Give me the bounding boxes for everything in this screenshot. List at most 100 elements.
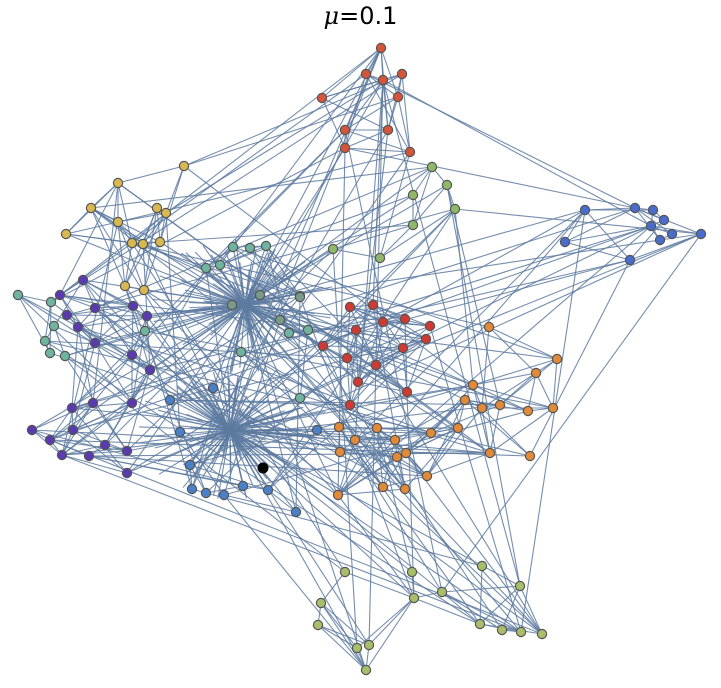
edge [249, 247, 503, 631]
edge [564, 209, 586, 243]
edge [183, 429, 231, 466]
edge [71, 326, 79, 409]
node [408, 592, 420, 604]
edge [156, 207, 161, 243]
node [164, 394, 176, 406]
node [579, 204, 591, 216]
edge [144, 330, 554, 409]
node [407, 219, 419, 231]
edge [90, 207, 126, 287]
edge [189, 384, 474, 466]
node-layer [12, 42, 707, 676]
node [436, 586, 448, 598]
node [54, 289, 66, 301]
edge [244, 47, 382, 306]
edge [488, 326, 558, 360]
edge [564, 241, 631, 261]
node [515, 626, 527, 638]
node [127, 300, 139, 312]
edge [61, 454, 522, 633]
edge [259, 294, 359, 383]
edge [552, 358, 558, 409]
node [424, 320, 436, 332]
edge [344, 129, 411, 153]
edge [225, 253, 246, 306]
edge [244, 252, 300, 306]
edge [322, 208, 456, 347]
mu-value: =0.1 [339, 2, 398, 30]
edge [232, 246, 558, 360]
edge [382, 79, 652, 227]
edge [338, 338, 427, 428]
edge [479, 623, 543, 635]
node [186, 483, 198, 495]
node [317, 340, 329, 352]
edge [365, 73, 411, 153]
edge [454, 208, 702, 235]
edge [183, 96, 399, 167]
node [399, 313, 411, 325]
edge [44, 301, 52, 342]
edge [365, 73, 399, 98]
node [244, 242, 256, 254]
edge [382, 321, 427, 340]
edge [142, 243, 148, 317]
node [421, 470, 433, 482]
edge [66, 208, 456, 316]
edge [205, 485, 244, 494]
edge [344, 147, 636, 209]
edge [412, 166, 433, 196]
edge [401, 73, 411, 153]
edge [564, 225, 652, 243]
node [377, 316, 389, 328]
node [350, 324, 362, 336]
edge [66, 305, 134, 316]
edge [299, 397, 341, 453]
edge [520, 209, 586, 633]
edge [527, 372, 537, 412]
edge [71, 225, 652, 409]
edge [535, 372, 554, 409]
node [374, 252, 386, 264]
node [334, 446, 346, 458]
edge [224, 429, 231, 458]
node [48, 320, 60, 332]
edge [232, 282, 246, 306]
node [352, 376, 364, 388]
edge [634, 207, 673, 235]
node [67, 424, 79, 436]
node [333, 421, 345, 433]
node [483, 321, 495, 333]
edge [244, 166, 433, 306]
edge [564, 207, 636, 243]
node [360, 664, 372, 676]
node [467, 379, 479, 391]
edge [59, 73, 403, 296]
node [126, 237, 138, 249]
node [315, 597, 327, 609]
node [522, 405, 534, 417]
edge [229, 429, 244, 487]
edge [479, 565, 483, 625]
edge [229, 382, 302, 431]
edge [382, 209, 586, 323]
edge [227, 364, 231, 431]
edge [441, 591, 522, 633]
edge [584, 209, 631, 261]
edge [365, 73, 636, 209]
edge [240, 351, 543, 635]
edge [354, 209, 586, 441]
edge [356, 597, 415, 649]
edge [426, 452, 491, 477]
node [237, 480, 249, 492]
edge [126, 369, 151, 452]
edge [117, 182, 491, 454]
edge [50, 242, 133, 303]
node [629, 202, 641, 214]
edge [368, 597, 415, 646]
edge [90, 207, 231, 431]
edge [61, 404, 501, 456]
edge [131, 295, 301, 404]
edge [61, 304, 246, 456]
edge [169, 399, 501, 406]
